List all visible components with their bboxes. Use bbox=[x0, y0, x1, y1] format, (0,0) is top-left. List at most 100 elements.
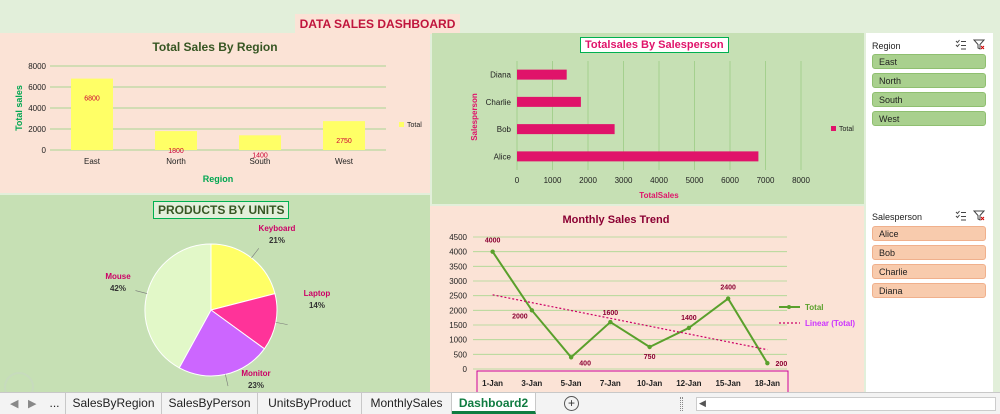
region-slicer-item-west[interactable]: West bbox=[872, 111, 986, 126]
salesperson-slicer-item-diana[interactable]: Diana bbox=[872, 283, 986, 298]
x-tick-label: East bbox=[84, 157, 101, 166]
y-tick-label: 1500 bbox=[449, 321, 467, 330]
legend-marker-total bbox=[787, 305, 791, 309]
bar-bob bbox=[517, 124, 615, 135]
data-label: 750 bbox=[644, 354, 656, 361]
legend-label: Total bbox=[839, 126, 854, 133]
trend-chart: 0 500 1000 1500 2000 2500 3000 3500 4000 4500 4000… bbox=[449, 233, 855, 392]
region-slicer-item-east[interactable]: East bbox=[872, 54, 986, 69]
y-tick-label: 1000 bbox=[449, 336, 467, 345]
y-tick-label: 8000 bbox=[28, 62, 46, 71]
tab-unitsbyproduct[interactable]: UnitsByProduct bbox=[258, 393, 362, 414]
data-label: 6800 bbox=[84, 96, 100, 103]
tab-salesbyperson[interactable]: SalesByPerson bbox=[162, 393, 258, 414]
leader-line bbox=[251, 248, 260, 259]
data-label: 1800 bbox=[168, 148, 184, 155]
x-tick-label: 1-Jan bbox=[482, 379, 503, 388]
salesperson-slicer-item-bob[interactable]: Bob bbox=[872, 245, 986, 260]
slice-monitor bbox=[178, 309, 266, 377]
slice-laptop bbox=[209, 292, 278, 350]
x-tick-label: North bbox=[166, 157, 186, 166]
y-tick-label: 6000 bbox=[28, 83, 46, 92]
data-label: 200 bbox=[776, 361, 788, 368]
tab-scroll-right-icon[interactable]: ▶ bbox=[28, 398, 37, 410]
multi-select-icon[interactable] bbox=[955, 39, 967, 50]
x-tick-label: 1000 bbox=[544, 176, 562, 185]
data-point bbox=[765, 360, 770, 366]
data-label: 1400 bbox=[252, 152, 268, 159]
series-line-total bbox=[491, 251, 769, 364]
y-tick-label: Charlie bbox=[486, 98, 512, 107]
bar-south bbox=[239, 135, 281, 150]
data-label: 400 bbox=[579, 360, 591, 367]
x-tick-label: 4000 bbox=[650, 176, 668, 185]
scroll-left-arrow-icon[interactable]: ◀ bbox=[699, 398, 706, 408]
x-tick-label: 5-Jan bbox=[561, 379, 582, 388]
trend-chart-panel[interactable]: Monthly Sales Trend 0 500 1000 1500 2000 2500… bbox=[430, 206, 864, 392]
products-chart-panel[interactable]: PRODUCTS BY UNITS Keyboard 21% Laptop 14% Mo… bbox=[0, 195, 430, 392]
legend-swatch bbox=[399, 122, 404, 127]
trend-chart-title: Monthly Sales Trend bbox=[562, 214, 670, 226]
tab-monthlysales[interactable]: MonthlySales bbox=[362, 393, 452, 414]
more-sheets-button[interactable]: ... bbox=[44, 393, 66, 414]
bar-east bbox=[71, 78, 113, 150]
tab-salesbyregion[interactable]: SalesByRegion bbox=[66, 393, 162, 414]
salesperson-chart: 0 1000 2000 3000 4000 5000 6000 7000 8000 Alice Bo… bbox=[470, 61, 854, 200]
add-sheet-button[interactable]: + bbox=[564, 396, 579, 411]
tab-scroll-left-icon[interactable]: ◀ bbox=[10, 398, 19, 410]
region-chart-title: Total Sales By Region bbox=[152, 40, 278, 54]
data-label: 2400 bbox=[720, 285, 736, 292]
leader-line bbox=[225, 374, 229, 387]
x-tick-label: 6000 bbox=[721, 176, 739, 185]
leader-line bbox=[135, 290, 148, 294]
y-axis-title: Salesperson bbox=[470, 93, 479, 141]
salesperson-slicer-item-charlie[interactable]: Charlie bbox=[872, 264, 986, 279]
horizontal-scrollbar[interactable]: ◀ bbox=[696, 397, 996, 411]
y-tick-label: 4000 bbox=[449, 248, 467, 257]
legend-swatch bbox=[831, 126, 836, 131]
salesperson-chart-panel[interactable]: Totalsales By Salesperson 0 1000 2000 3000 4… bbox=[432, 33, 864, 204]
x-tick-label: 10-Jan bbox=[637, 379, 662, 388]
data-point bbox=[568, 355, 574, 360]
slice-label: Keyboard bbox=[259, 224, 296, 233]
bar-west bbox=[323, 121, 365, 150]
region-chart: 0 2000 4000 6000 8000 6800 East 1800 North 1400So… bbox=[14, 62, 422, 184]
salesperson-slicer-item-alice[interactable]: Alice bbox=[872, 226, 986, 241]
region-slicer[interactable]: Region East North South West bbox=[866, 33, 993, 204]
tab-splitter-icon[interactable] bbox=[680, 397, 683, 411]
salesperson-slicer-header: Salesperson bbox=[872, 212, 923, 222]
x-tick-label: 12-Jan bbox=[676, 379, 701, 388]
slice-percent: 42% bbox=[110, 284, 126, 293]
y-tick-label: 0 bbox=[463, 365, 468, 374]
x-tick-label: 8000 bbox=[792, 176, 810, 185]
multi-select-icon[interactable] bbox=[955, 210, 967, 221]
x-axis-box bbox=[476, 370, 789, 392]
region-slicer-item-north[interactable]: North bbox=[872, 73, 986, 88]
region-chart-panel[interactable]: Total Sales By Region 0 2000 4000 6000 8000 6… bbox=[0, 33, 430, 193]
salesperson-chart-title: Totalsales By Salesperson bbox=[580, 37, 729, 53]
trendline-linear bbox=[492, 294, 768, 351]
x-axis-title: TotalSales bbox=[639, 191, 679, 200]
tab-dashboard2[interactable]: Dashboard2 bbox=[452, 393, 536, 414]
clear-filter-icon[interactable] bbox=[973, 39, 985, 50]
y-tick-label: Diana bbox=[490, 71, 511, 80]
y-tick-label: 2000 bbox=[28, 125, 46, 134]
y-tick-label: 2500 bbox=[449, 292, 467, 301]
region-slicer-item-south[interactable]: South bbox=[872, 92, 986, 107]
y-tick-label: 2000 bbox=[449, 306, 467, 315]
slice-percent: 14% bbox=[309, 301, 325, 310]
legend-label: Total bbox=[407, 122, 422, 129]
data-point bbox=[686, 325, 692, 331]
x-tick-label: 18-Jan bbox=[755, 379, 780, 388]
x-tick-label: 2000 bbox=[579, 176, 597, 185]
bar-charlie bbox=[517, 96, 581, 107]
y-tick-label: 4000 bbox=[28, 104, 46, 113]
salesperson-slicer[interactable]: Salesperson Alice Bob Charlie Diana bbox=[866, 204, 993, 392]
legend-label-linear: Linear (Total) bbox=[805, 319, 855, 328]
dashboard-title: DATA SALES DASHBOARD bbox=[295, 14, 460, 34]
x-tick-label: 3-Jan bbox=[521, 379, 542, 388]
data-label: 2000 bbox=[512, 313, 528, 320]
y-tick-label: Bob bbox=[497, 125, 512, 134]
clear-filter-icon[interactable] bbox=[973, 210, 985, 221]
x-tick-label: 3000 bbox=[615, 176, 633, 185]
